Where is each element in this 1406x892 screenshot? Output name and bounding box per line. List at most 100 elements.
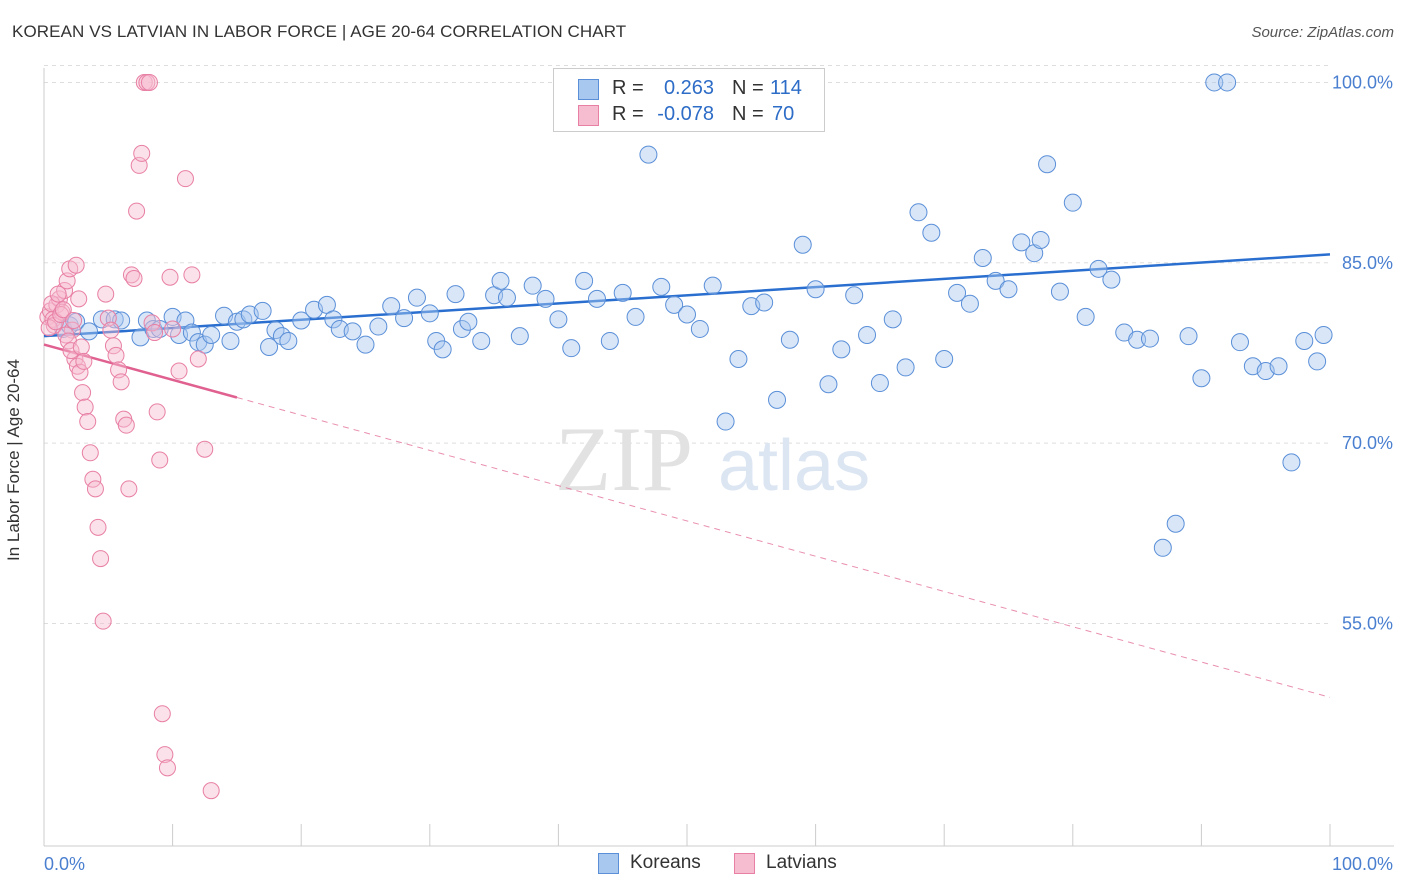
latvian-point (117, 416, 135, 434)
korean-point (1166, 514, 1185, 533)
korean-point (793, 235, 812, 254)
x-tick-label: 0.0% (44, 854, 85, 874)
latvian-point (176, 170, 194, 188)
latvian-point (86, 480, 104, 498)
korean-point (182, 323, 201, 342)
latvian-point (89, 518, 107, 536)
latvian-point (143, 314, 161, 332)
korean-point (845, 286, 864, 305)
latvian-point (71, 363, 89, 381)
korean-point (1063, 193, 1082, 212)
latvian-point (202, 782, 220, 800)
korean-point (472, 331, 491, 350)
n-label: N = (732, 77, 764, 99)
latvian-point (67, 256, 85, 274)
korean-point (1153, 538, 1172, 557)
latvian-point (49, 285, 67, 303)
korean-points (54, 73, 1333, 557)
source-label: Source: ZipAtlas.com (1251, 24, 1394, 41)
latvians-swatch (734, 853, 755, 874)
korean-point (1269, 357, 1288, 376)
korean-point (948, 283, 967, 302)
korean-point (1140, 329, 1159, 348)
korean-point (446, 285, 465, 304)
n-label: N = (732, 103, 764, 125)
latvian-point (148, 403, 166, 421)
legend-row-korean: R = 0.263 N = 114 (554, 75, 824, 101)
korean-point (1218, 73, 1237, 92)
korean-point (1230, 333, 1249, 352)
stats-legend: R = 0.263 N = 114 R = -0.078 N = 70 (553, 68, 825, 132)
korean-point (716, 412, 735, 431)
x-tick-label: 100.0% (1332, 854, 1393, 874)
korean-point (575, 271, 594, 290)
korean-point (973, 249, 992, 267)
latvian-point (151, 451, 169, 469)
n-value: 70 (772, 103, 795, 125)
korean-point (510, 327, 529, 346)
latvian-point (156, 746, 174, 764)
latvian-point (62, 342, 80, 360)
axes (43, 68, 1394, 847)
korean-point (324, 310, 343, 329)
latvian-point (92, 550, 110, 568)
koreans-swatch (598, 853, 619, 874)
korean-trend-line (43, 253, 1331, 338)
korean-point (832, 340, 851, 359)
korean-point (999, 280, 1018, 299)
korean-point (105, 310, 124, 329)
korean-point (922, 223, 941, 242)
korean-point (986, 271, 1005, 290)
y-tick-label: 100.0% (1332, 72, 1393, 92)
watermark-zip: ZIP (555, 408, 693, 510)
latvian-point (79, 413, 97, 431)
latvian-point (84, 470, 102, 488)
latvian-point (54, 301, 72, 319)
korean-point (1205, 73, 1224, 92)
korean-point (883, 310, 902, 329)
korean-point (1089, 259, 1108, 278)
latvian-point (125, 269, 143, 287)
korean-point (202, 325, 221, 344)
korean-point (600, 331, 619, 350)
korean-point (292, 311, 311, 330)
korean-point (343, 322, 362, 341)
latvian-point (161, 268, 179, 286)
korean-point (587, 289, 606, 308)
latvian-point (112, 373, 130, 391)
korean-point (819, 375, 838, 394)
y-tick-label: 70.0% (1342, 433, 1393, 453)
korean-point (1038, 155, 1057, 174)
korean-point (960, 294, 979, 313)
korean-point (690, 319, 709, 338)
latvian-point (75, 352, 93, 370)
korean-point (703, 276, 722, 295)
korean-point (780, 330, 799, 349)
korean-point (131, 328, 150, 347)
korean-point (459, 312, 478, 331)
chart-title: KOREAN VS LATVIAN IN LABOR FORCE | AGE 2… (12, 22, 627, 41)
latvian-swatch (578, 105, 599, 126)
korean-point (420, 304, 439, 323)
latvian-point (107, 346, 125, 364)
korean-point (1076, 307, 1095, 326)
latvian-point (158, 759, 176, 777)
latvian-point (196, 440, 214, 458)
latvian-point (153, 705, 171, 723)
korean-point (1192, 369, 1211, 388)
korean-point (369, 317, 388, 336)
korean-point (935, 350, 954, 369)
latvian-point (183, 266, 201, 284)
korean-point (562, 339, 581, 358)
korean-point (613, 283, 632, 302)
latvian-point (94, 612, 112, 630)
korean-point (858, 325, 877, 344)
y-tick-label: 55.0% (1342, 614, 1393, 634)
latvian-point (128, 202, 146, 220)
latvian-point (65, 312, 83, 330)
korean-point (80, 322, 99, 341)
y-tick-label: 85.0% (1342, 253, 1393, 273)
latvian-point (120, 480, 138, 498)
latvian-point (146, 324, 164, 342)
korean-point (536, 289, 555, 308)
